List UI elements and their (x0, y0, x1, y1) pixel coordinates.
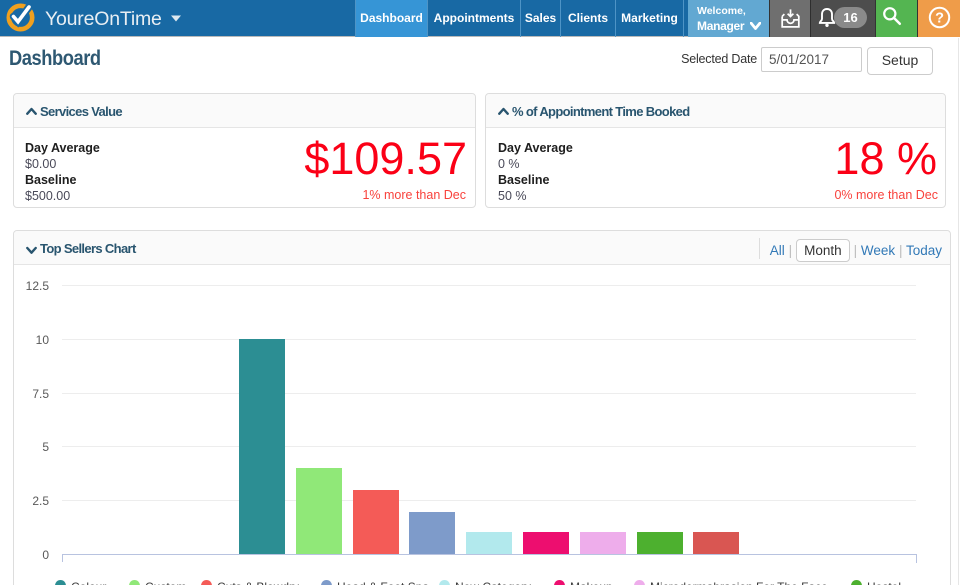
svg-text:?: ? (935, 11, 944, 27)
